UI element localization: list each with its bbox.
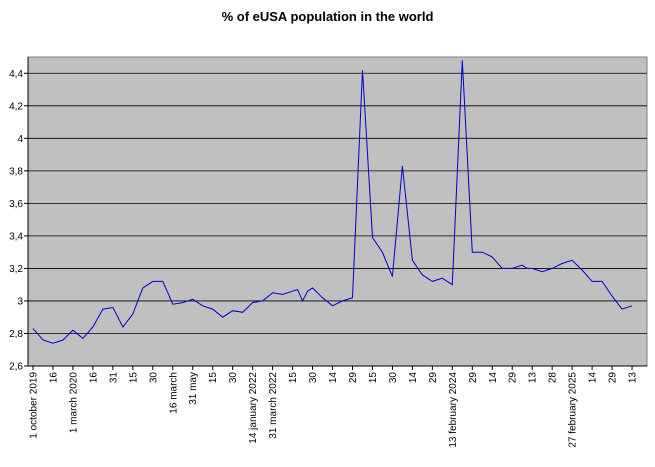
x-tick-label: 29	[608, 372, 619, 384]
x-tick-label: 13	[628, 372, 639, 384]
x-tick-label: 30	[388, 372, 399, 384]
x-tick-label: 31 may	[188, 372, 199, 405]
x-tick-label: 31	[108, 372, 119, 384]
y-tick-label: 4,2	[9, 101, 23, 112]
x-tick-label: 14 january 2022	[248, 372, 259, 444]
x-tick-label: 15	[368, 372, 379, 384]
x-tick-label: 27 february 2025	[568, 372, 579, 448]
series-line	[32, 60, 633, 344]
x-tick-label: 14	[588, 372, 599, 384]
x-tick-label: 16	[48, 372, 59, 384]
x-tick-label: 15	[128, 372, 139, 384]
x-tick-label: 28	[548, 372, 559, 384]
x-axis-ticks: 1 october 2019 16 1 march 2020 16 31 15 30 16 m…	[29, 366, 639, 448]
gridlines	[28, 72, 647, 334]
plot-area	[27, 56, 648, 367]
y-tick-label: 3	[17, 296, 23, 307]
x-tick-label: 30	[308, 372, 319, 384]
axes	[27, 57, 647, 367]
x-tick-label: 15	[208, 372, 219, 384]
x-tick-label: 16 march	[168, 372, 179, 414]
y-tick-label: 2,6	[9, 362, 23, 373]
x-tick-label: 13 february 2024	[448, 372, 459, 448]
x-tick-label: 29	[508, 372, 519, 384]
y-tick-label: 3,6	[9, 199, 23, 210]
y-tick-label: 3,2	[9, 264, 23, 275]
x-tick-label: 1 march 2020	[68, 372, 79, 434]
x-tick-label: 30	[148, 372, 159, 384]
x-tick-label: 29	[348, 372, 359, 384]
chart-title: % of eUSA population in the world	[221, 9, 434, 24]
x-tick-label: 30	[228, 372, 239, 384]
x-tick-label: 29	[468, 372, 479, 384]
x-tick-label: 1 october 2019	[29, 372, 40, 439]
y-tick-label: 3,8	[9, 166, 23, 177]
x-tick-label: 16	[88, 372, 99, 384]
x-tick-label: 15	[288, 372, 299, 384]
x-tick-label: 14	[488, 372, 499, 384]
x-tick-label: 14	[408, 372, 419, 384]
y-tick-label: 3,4	[9, 231, 23, 242]
y-tick-label: 4,4	[9, 69, 23, 80]
y-tick-label: 4	[17, 134, 23, 145]
y-tick-label: 2,8	[9, 329, 23, 340]
y-axis-ticks: 2,6 2,8 3 3,2 3,4 3,6 3,8 4 4,2 4,4	[9, 69, 28, 373]
x-tick-label: 29	[428, 372, 439, 384]
x-tick-label: 13	[528, 372, 539, 384]
x-tick-label: 14	[328, 372, 339, 384]
x-tick-label: 31 march 2022	[268, 372, 279, 439]
